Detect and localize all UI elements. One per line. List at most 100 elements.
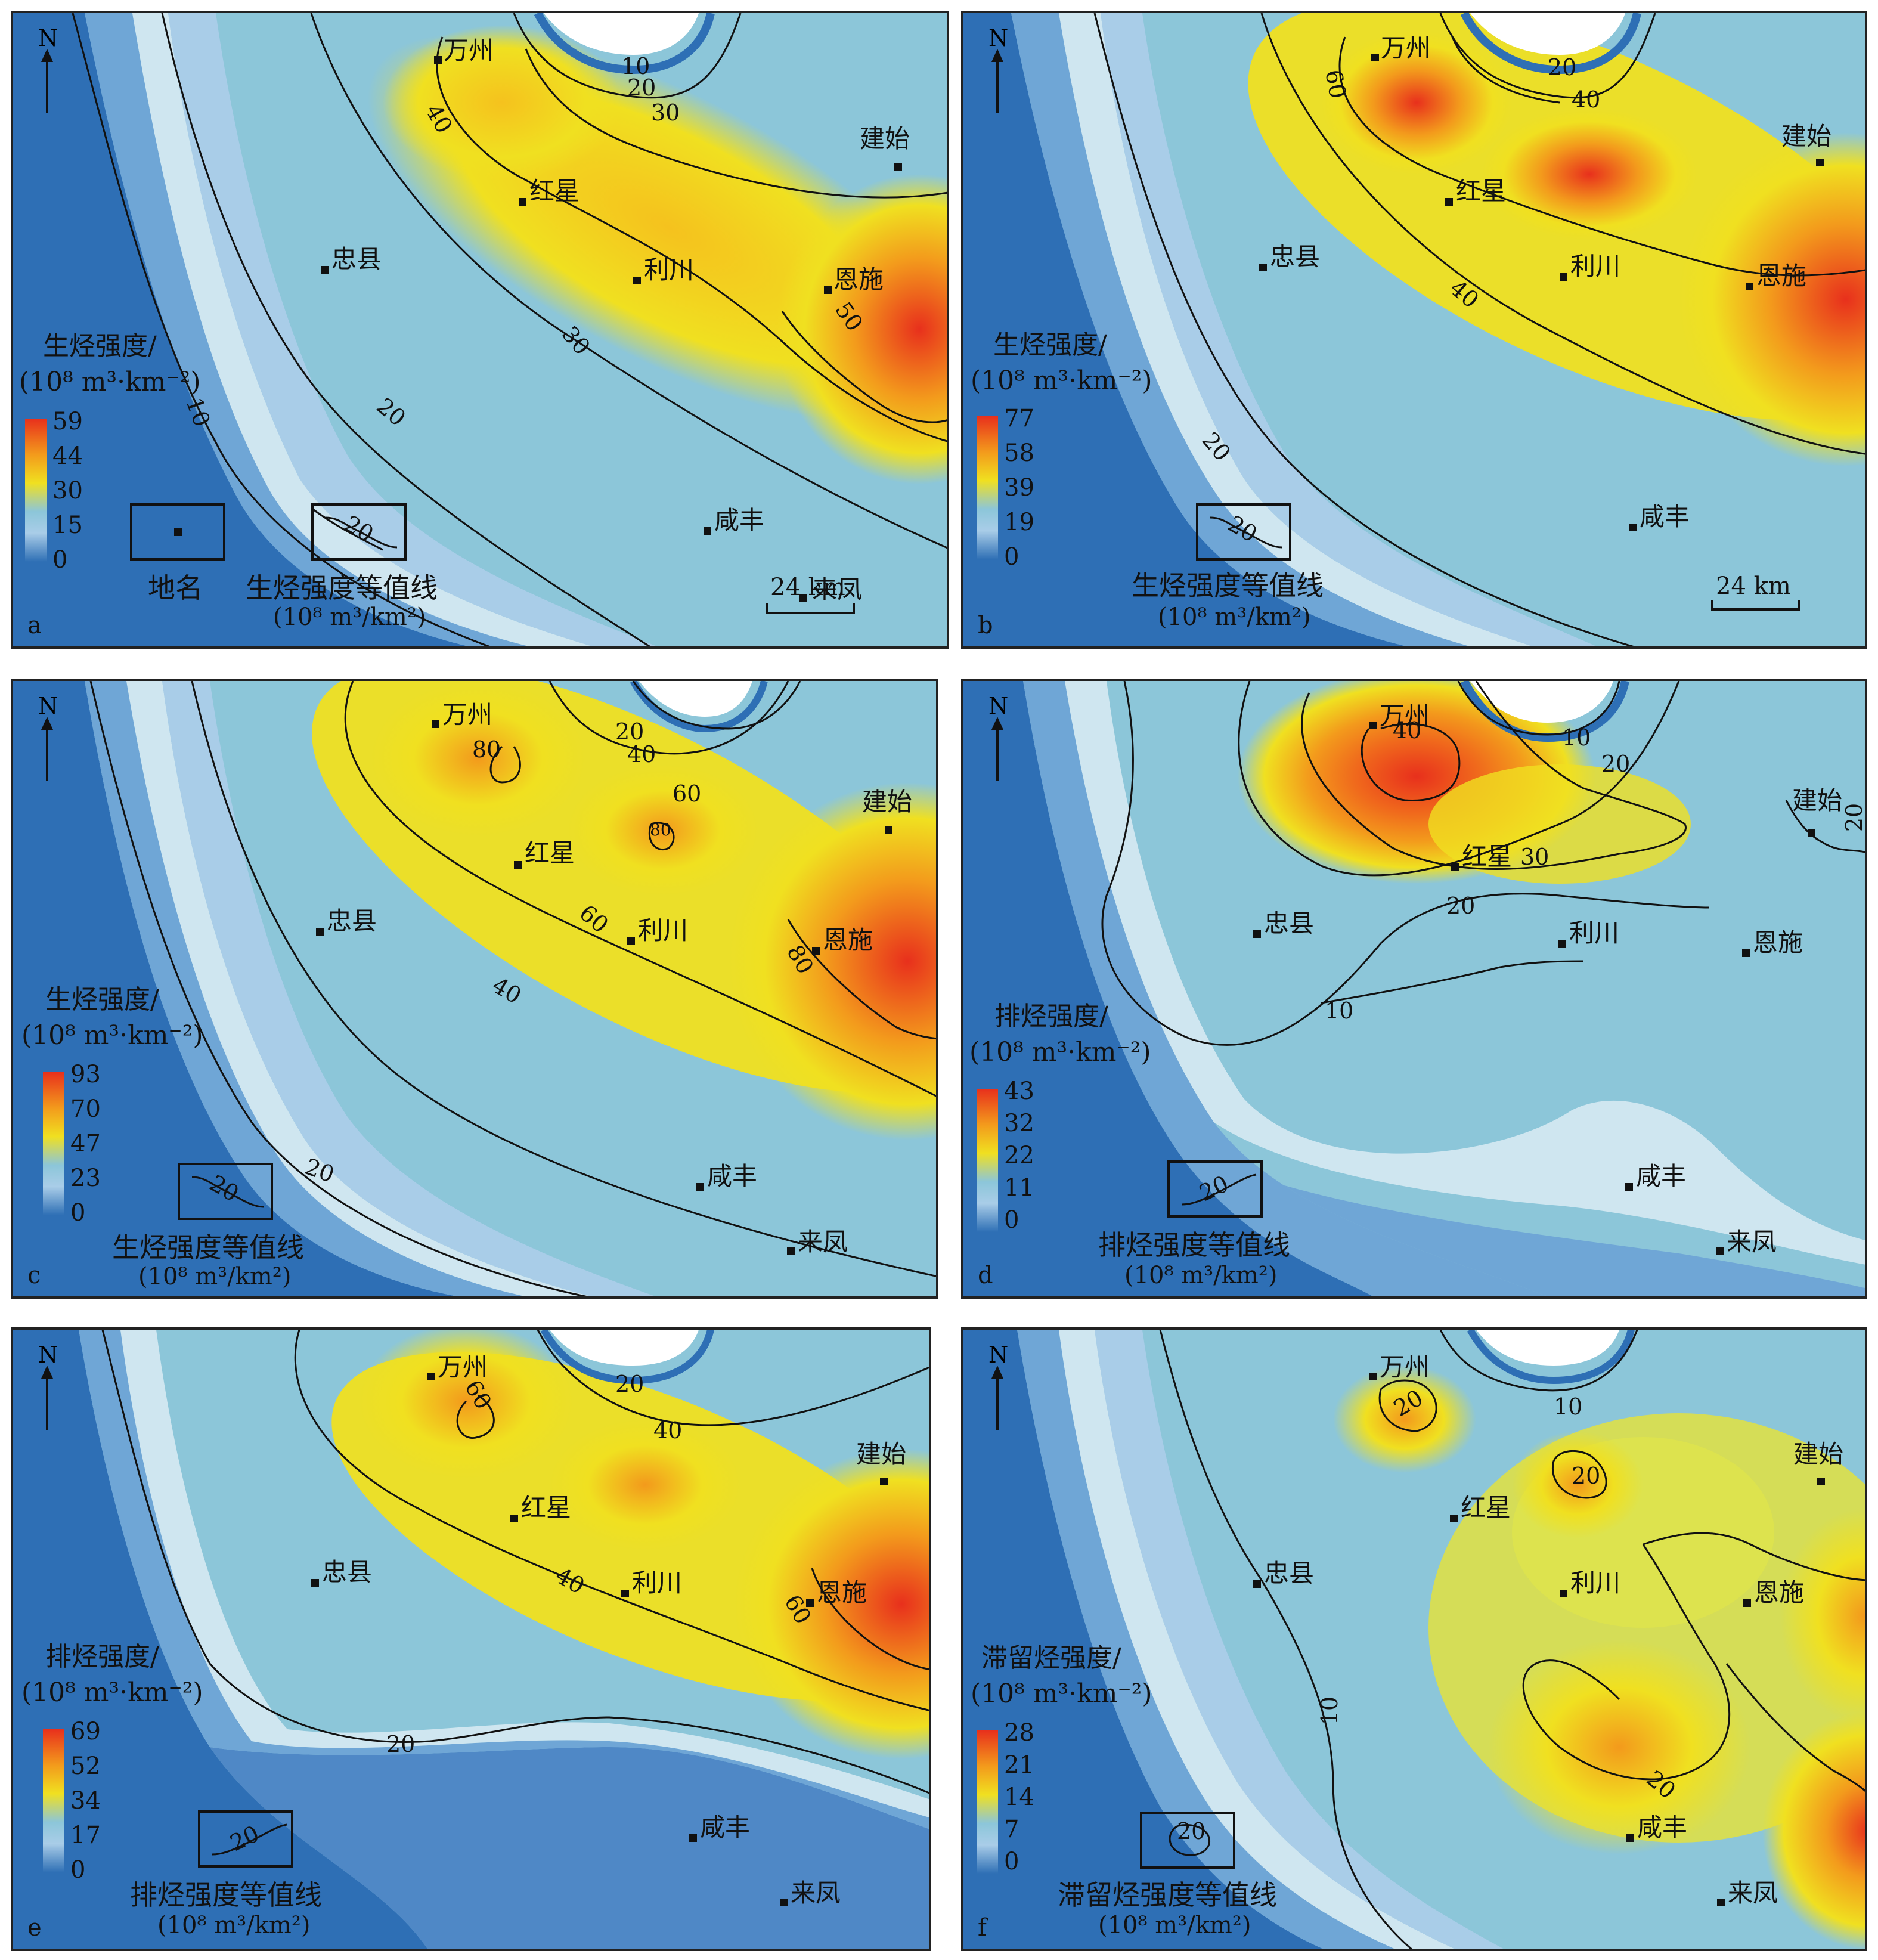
legend-tick: 59 — [52, 408, 83, 435]
contour-label: 20 — [1446, 893, 1476, 919]
city-dot-enshi — [1742, 949, 1750, 957]
city-enshi: 恩施 — [1754, 1578, 1805, 1607]
city-dot-lichuan — [1558, 940, 1566, 948]
north-arrow: N — [987, 25, 1008, 114]
contour-label: 10 — [1562, 724, 1591, 751]
city-laifeng: 来凤 — [1728, 1878, 1778, 1908]
legend-tick: 0 — [1004, 1206, 1019, 1234]
city-laifeng: 来凤 — [791, 1878, 841, 1908]
contour-label: 40 — [1393, 717, 1422, 744]
legend-tick: 70 — [70, 1095, 101, 1123]
key-contour-unit: (10⁸ m³/km²) — [273, 603, 426, 631]
panel-c: N 万州 建始 红星 忠县 利川 恩施 咸丰 来凤 20 40 80 60 80… — [11, 679, 938, 1299]
contour-label: 20 — [627, 75, 656, 101]
north-arrow: N — [987, 693, 1008, 782]
city-dot-jianshi — [1808, 829, 1815, 837]
legend-color-bar — [977, 1089, 998, 1232]
panel-letter: c — [27, 1262, 41, 1289]
city-dot-laifeng — [1716, 1247, 1724, 1255]
city-dot-lichuan — [633, 277, 641, 284]
city-laifeng: 来凤 — [798, 1227, 848, 1256]
legend-tick: 69 — [70, 1718, 101, 1745]
contour-label: 10 — [1325, 998, 1354, 1024]
legend-tick: 7 — [1004, 1816, 1019, 1843]
city-jianshi: 建始 — [862, 787, 913, 816]
city-lichuan: 利川 — [632, 1568, 683, 1597]
city-dot-hongxing — [1445, 198, 1453, 206]
city-dot-wanzhou — [1369, 722, 1377, 729]
legend-color-bar — [43, 1072, 64, 1215]
north-label: N — [38, 693, 58, 719]
city-hongxing: 红星 — [525, 838, 575, 868]
city-xianfeng: 咸丰 — [1636, 1162, 1687, 1191]
heatmap-d — [963, 681, 1865, 1296]
heatmap-c — [13, 681, 936, 1296]
legend-color-bar — [977, 1730, 998, 1874]
city-dot-wanzhou — [427, 1373, 435, 1380]
city-dot-zhongxian — [321, 266, 329, 274]
legend-tick: 14 — [1004, 1783, 1034, 1811]
key-contour-unit: (10⁸ m³/km²) — [1098, 1912, 1251, 1939]
city-dot-xianfeng — [696, 1183, 704, 1191]
north-label: N — [988, 693, 1009, 719]
scale-bar — [766, 603, 855, 614]
panel-f: N 万州 建始 红星 忠县 利川 恩施 咸丰 来凤 10 20 20 10 20… — [961, 1327, 1867, 1951]
city-xianfeng: 咸丰 — [714, 506, 765, 535]
city-jianshi: 建始 — [860, 124, 910, 153]
legend-tick: 44 — [52, 442, 83, 470]
city-dot-laifeng — [780, 1899, 788, 1906]
heatmap-e — [13, 1330, 929, 1949]
city-hongxing: 红星 — [1456, 177, 1507, 206]
city-xianfeng: 咸丰 — [1640, 502, 1690, 531]
city-wanzhou: 万州 — [1380, 701, 1430, 730]
city-hongxing: 红星 — [521, 1493, 572, 1522]
city-enshi: 恩施 — [817, 1578, 867, 1607]
north-arrow: N — [37, 693, 58, 782]
city-dot-enshi — [1743, 1599, 1751, 1607]
legend-title: 排烃强度/ — [45, 1642, 159, 1672]
city-dot-zhongxian — [1259, 264, 1267, 271]
legend-tick: 22 — [1004, 1142, 1034, 1169]
legend-color-bar — [25, 419, 47, 562]
legend-title: 滞留烃强度/ — [981, 1643, 1121, 1673]
city-dot-jianshi — [1816, 159, 1824, 166]
city-dot-lichuan — [621, 1590, 629, 1597]
key-contour-unit: (10⁸ m³/km²) — [157, 1912, 311, 1939]
city-dot-laifeng — [1717, 1899, 1725, 1906]
legend-tick: 15 — [52, 512, 83, 539]
legend-tick: 43 — [1004, 1077, 1034, 1105]
city-hongxing: 红星 — [1461, 1493, 1511, 1522]
city-dot-laifeng — [787, 1247, 795, 1255]
city-dot-jianshi — [880, 1478, 888, 1485]
city-dot-hongxing — [1450, 1515, 1458, 1522]
north-label: N — [988, 25, 1009, 51]
contour-label: 80 — [472, 736, 501, 763]
key-contour-title: 生烃强度等值线 — [246, 572, 438, 604]
key-contour-title: 生烃强度等值线 — [1132, 569, 1324, 602]
city-dot-jianshi — [1817, 1478, 1825, 1485]
key-contour-value: 20 — [1177, 1818, 1206, 1844]
panel-d: N 万州 建始 红星 忠县 利川 恩施 咸丰 来凤 10 20 40 30 20… — [961, 679, 1867, 1299]
key-contour-unit: (10⁸ m³/km²) — [1158, 603, 1311, 631]
city-dot-hongxing — [514, 861, 522, 869]
city-zhongxian: 忠县 — [331, 244, 382, 274]
key-contour-title: 排烃强度等值线 — [130, 1879, 322, 1911]
city-dot-hongxing — [510, 1515, 518, 1522]
city-dot-zhongxian — [1253, 930, 1261, 938]
legend-title: 生烃强度/ — [993, 330, 1107, 360]
contour-label: 80 — [650, 820, 671, 840]
legend-tick: 47 — [70, 1130, 101, 1157]
legend-tick: 0 — [70, 1856, 86, 1884]
contour-label: 10 — [1554, 1394, 1583, 1420]
north-arrow: N — [37, 25, 58, 114]
city-dot-enshi — [824, 286, 832, 294]
legend-unit: (10⁸ m³·km⁻²) — [21, 1677, 203, 1708]
contour-label: 40 — [653, 1417, 683, 1444]
panel-letter: e — [27, 1914, 42, 1942]
city-wanzhou: 万州 — [442, 700, 493, 729]
legend-tick: 21 — [1004, 1751, 1034, 1779]
contour-label: 60 — [1320, 67, 1352, 101]
panel-letter: d — [978, 1262, 993, 1289]
contour-label: 40 — [1572, 86, 1601, 113]
scale-label: 24 km — [770, 574, 845, 601]
